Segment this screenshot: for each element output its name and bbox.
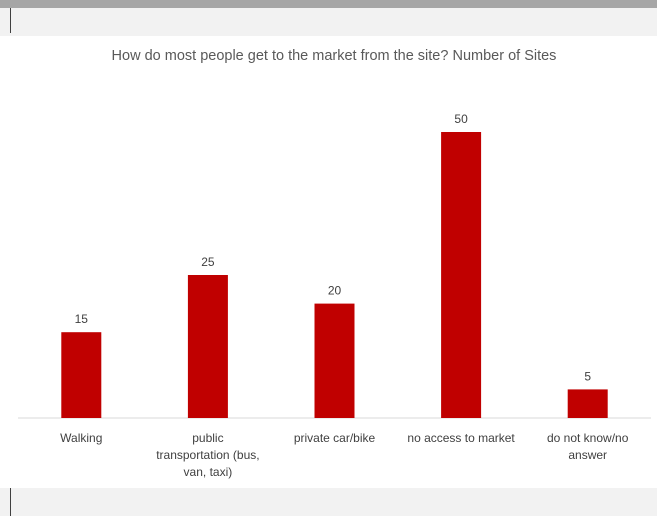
data-label: 50 <box>454 112 468 126</box>
bar <box>314 303 355 418</box>
category-label: public transportation (bus, van, taxi) <box>156 431 259 479</box>
bar-chart: How do most people get to the market fro… <box>18 48 651 479</box>
chart-title: How do most people get to the market fro… <box>112 48 557 64</box>
bottom-band <box>0 488 657 516</box>
bars-group <box>61 132 608 418</box>
category-label: no access to market <box>407 431 515 445</box>
category-labels-group: Walking public transportation (bus, van, ta… <box>60 431 629 479</box>
data-label: 25 <box>201 255 215 269</box>
value-labels-group: 15 25 20 50 5 <box>75 112 592 383</box>
data-label: 15 <box>75 312 89 326</box>
bar <box>61 332 102 418</box>
bar <box>187 275 228 418</box>
data-label: 20 <box>328 284 342 298</box>
category-label: Walking <box>60 431 102 445</box>
chart-area: How do most people get to the market fro… <box>11 36 657 488</box>
top-band <box>0 8 657 36</box>
bar <box>567 389 608 418</box>
bar <box>441 132 482 418</box>
left-edge-line <box>10 8 11 33</box>
category-label: private car/bike <box>294 431 376 445</box>
category-label: do not know/no answer <box>547 431 629 462</box>
left-edge-line-bottom <box>10 488 11 516</box>
window-top-bar <box>0 0 657 8</box>
data-label: 5 <box>584 369 591 383</box>
